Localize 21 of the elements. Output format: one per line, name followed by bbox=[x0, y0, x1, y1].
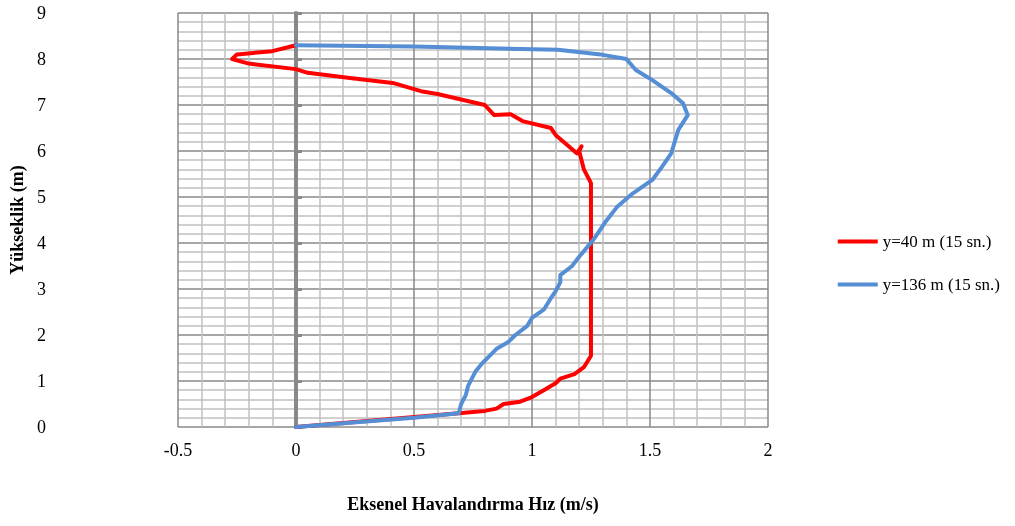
legend-label: y=136 m (15 sn.) bbox=[882, 275, 1000, 294]
x-tick-label: 0 bbox=[291, 440, 301, 460]
y-axis-title: Yükseklik (m) bbox=[7, 165, 28, 275]
y-tick-label: 4 bbox=[36, 233, 46, 253]
x-tick-label: 0.5 bbox=[402, 440, 426, 460]
x-tick-label: 2 bbox=[763, 440, 773, 460]
x-tick-label: 1.5 bbox=[638, 440, 662, 460]
y-tick-label: 5 bbox=[36, 187, 46, 207]
y-tick-label: 8 bbox=[36, 49, 46, 69]
y-tick-label: 9 bbox=[36, 3, 46, 23]
x-tick-label: 1 bbox=[527, 440, 537, 460]
y-tick-label: 7 bbox=[36, 95, 46, 115]
x-axis-title: Eksenel Havalandırma Hız (m/s) bbox=[347, 494, 599, 515]
x-tick-label: -0.5 bbox=[163, 440, 193, 460]
y-tick-label: 3 bbox=[36, 279, 46, 299]
y-tick-label: 0 bbox=[36, 417, 46, 437]
y-tick-label: 6 bbox=[36, 141, 46, 161]
y-tick-label: 1 bbox=[36, 371, 46, 391]
y-tick-label: 2 bbox=[36, 325, 46, 345]
legend-label: y=40 m (15 sn.) bbox=[882, 232, 992, 251]
line-series bbox=[293, 43, 690, 429]
